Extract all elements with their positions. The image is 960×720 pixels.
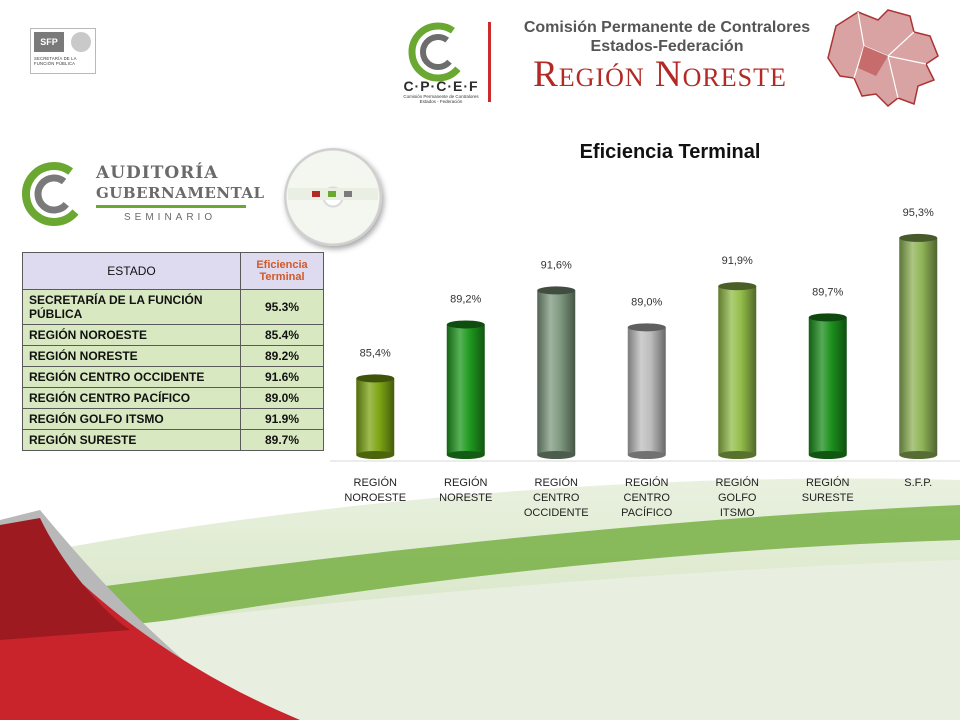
header-comision: Comisión Permanente de Contralores Estad…: [512, 18, 822, 56]
table-row: REGIÓN GOLFO ITSMO 91.9%: [22, 408, 324, 430]
auditoria-underline: [96, 205, 246, 208]
header-line-2: Estados-Federación: [590, 38, 744, 55]
bar: [718, 282, 757, 459]
bar-base: [808, 451, 847, 459]
decorative-swoosh: [0, 478, 960, 720]
table-row: REGIÓN CENTRO PACÍFICO 89.0%: [22, 387, 324, 409]
table-cell-valor: 89.2%: [240, 345, 324, 367]
bar-base: [718, 451, 757, 459]
sfp-logo: SFP SECRETARÍA DE LA FUNCIÓN PÚBLICA: [30, 28, 96, 74]
cd-mark-green: [328, 191, 336, 197]
table-header-eficiencia: Eficiencia Terminal: [240, 252, 324, 290]
bar-cap: [718, 282, 757, 291]
auditoria-line-1: AUDITORÍA: [96, 163, 219, 183]
data-label: 89,7%: [812, 286, 843, 298]
table-header-row: ESTADO Eficiencia Terminal: [22, 252, 324, 290]
bar-cap: [808, 313, 847, 322]
table-row: SECRETARÍA DE LA FUNCIÓN PÚBLICA 95.3%: [22, 289, 324, 325]
bar: [899, 233, 938, 459]
table-cell-valor: 95.3%: [240, 289, 324, 325]
table-header-estado: ESTADO: [22, 252, 241, 290]
header-divider: [488, 22, 491, 102]
bar-body: [356, 378, 395, 455]
bar-body: [899, 237, 938, 455]
bar-body: [718, 286, 757, 455]
table-cell-estado: REGIÓN NORESTE: [22, 345, 241, 367]
bar-cap: [537, 286, 576, 295]
bar: [627, 323, 666, 459]
bar-base: [627, 451, 666, 459]
cpcef-logo-subtitle: Comisión Permanente de Contralores Estad…: [403, 94, 479, 104]
bar: [356, 374, 395, 459]
bar-body: [627, 327, 666, 455]
table-cell-estado: REGIÓN NOROESTE: [22, 324, 241, 346]
data-label: 89,0%: [631, 296, 662, 308]
bar: [537, 286, 576, 459]
auditoria-logo-icon: [22, 162, 86, 226]
table-row: REGIÓN NOROESTE 85.4%: [22, 324, 324, 346]
table-cell-estado: REGIÓN CENTRO PACÍFICO: [22, 387, 241, 409]
data-label: 95,3%: [903, 207, 934, 219]
cd-mark-red: [312, 191, 320, 197]
mexico-seal-icon: [71, 32, 91, 52]
bar-cap: [627, 323, 666, 332]
header-line-1: Comisión Permanente de Contralores: [523, 19, 811, 36]
bar-chart: 85,4% REGIÓN NOROESTE 89,2% REGIÓN NORESTE 91,…: [330, 207, 960, 519]
table-row: REGIÓN NORESTE 89.2%: [22, 345, 324, 367]
bar-cap: [446, 320, 485, 329]
bar-base: [899, 451, 938, 459]
category-label: REGIÓN GOLFO ITSMO: [716, 476, 759, 519]
category-label: REGIÓN CENTRO PACÍFICO: [621, 476, 673, 519]
table-cell-valor: 85.4%: [240, 324, 324, 346]
category-label: S.F.P.: [904, 477, 932, 489]
data-label: 91,6%: [541, 259, 572, 271]
sfp-logo-mark: SFP: [34, 32, 64, 52]
bar: [808, 313, 847, 459]
data-label: 89,2%: [450, 293, 481, 305]
table-cell-estado: REGIÓN SURESTE: [22, 429, 241, 451]
category-label: REGIÓN CENTRO OCCIDENTE: [524, 476, 589, 519]
bar-base: [356, 451, 395, 459]
table-row: REGIÓN SURESTE 89.7%: [22, 429, 324, 451]
bar-cap: [356, 374, 395, 383]
bar-body: [808, 317, 847, 455]
bar-cap: [899, 233, 938, 242]
category-label: REGIÓN NOROESTE: [344, 476, 406, 504]
region-title: Región Noreste: [533, 54, 787, 95]
bar-base: [446, 451, 485, 459]
bar-body: [446, 324, 485, 455]
auditoria-line-3: SEMINARIO: [124, 212, 217, 223]
table-cell-estado: SECRETARÍA DE LA FUNCIÓN PÚBLICA: [22, 289, 241, 325]
auditoria-line-2: GUBERNAMENTAL: [96, 184, 265, 202]
bar-body: [537, 290, 576, 455]
data-label: 85,4%: [360, 347, 391, 359]
table-row: REGIÓN CENTRO OCCIDENTE 91.6%: [22, 366, 324, 388]
cd-disc-image: [284, 148, 382, 246]
table-cell-estado: REGIÓN GOLFO ITSMO: [22, 408, 241, 430]
table-cell-valor: 91.9%: [240, 408, 324, 430]
cd-mark-gray: [344, 191, 352, 197]
table-cell-estado: REGIÓN CENTRO OCCIDENTE: [22, 366, 241, 388]
bar: [446, 320, 485, 459]
efficiency-table: ESTADO Eficiencia Terminal SECRETARÍA DE…: [22, 252, 324, 451]
region-map-icon: [827, 9, 939, 108]
chart-title: Eficiencia Terminal: [579, 141, 761, 163]
cpcef-logo-text: C·P·C·E·F: [403, 78, 479, 94]
sfp-logo-text: SECRETARÍA DE LA FUNCIÓN PÚBLICA: [34, 56, 77, 66]
category-label: REGIÓN SURESTE: [802, 476, 854, 504]
table-cell-valor: 89.7%: [240, 429, 324, 451]
table-cell-valor: 91.6%: [240, 366, 324, 388]
bar-base: [537, 451, 576, 459]
cpcef-logo-icon: [408, 22, 468, 82]
data-label: 91,9%: [722, 255, 753, 267]
category-label: REGIÓN NORESTE: [439, 476, 492, 504]
table-cell-valor: 89.0%: [240, 387, 324, 409]
